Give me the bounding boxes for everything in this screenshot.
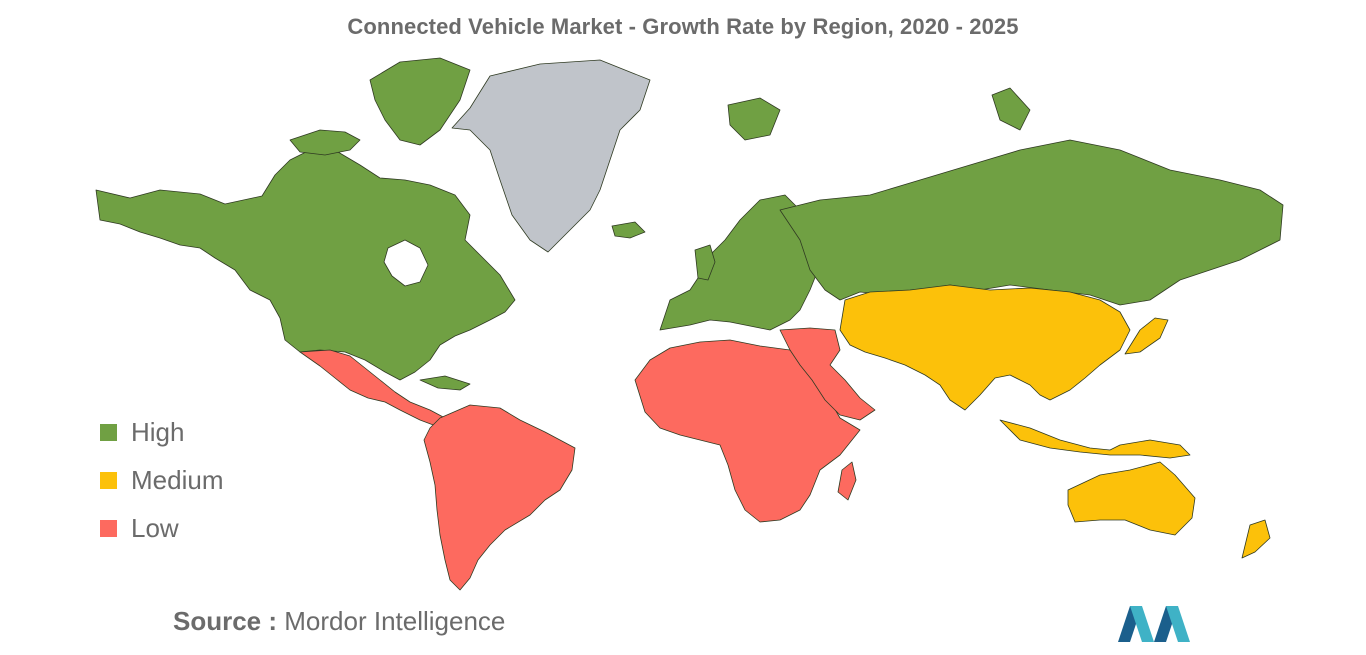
region-canada-arctic bbox=[369, 57, 471, 146]
region-uk bbox=[694, 244, 716, 281]
region-svalbard bbox=[727, 97, 781, 141]
source-credit: Source : Mordor Intelligence bbox=[173, 606, 505, 637]
region-greenland bbox=[451, 59, 651, 253]
legend: High Medium Low bbox=[100, 408, 223, 552]
source-text: Mordor Intelligence bbox=[284, 606, 506, 636]
region-iceland bbox=[611, 221, 646, 239]
legend-label-high: High bbox=[131, 416, 185, 447]
region-russia bbox=[779, 139, 1284, 306]
region-southeast-asia bbox=[999, 419, 1191, 459]
legend-swatch-low bbox=[100, 519, 117, 537]
legend-item-medium: Medium bbox=[100, 456, 223, 504]
legend-label-low: Low bbox=[131, 512, 179, 543]
source-label: Source : bbox=[173, 606, 278, 636]
region-canada-islands bbox=[289, 129, 361, 156]
chart-title: Connected Vehicle Market - Growth Rate b… bbox=[347, 14, 1019, 39]
legend-label-medium: Medium bbox=[131, 464, 224, 495]
legend-swatch-medium bbox=[100, 471, 117, 489]
region-south-america bbox=[423, 404, 576, 591]
region-novaya-zemlya bbox=[991, 87, 1031, 131]
mordor-intelligence-logo-icon bbox=[1118, 606, 1190, 642]
region-middle-east bbox=[779, 327, 876, 421]
region-japan bbox=[1124, 317, 1169, 355]
region-madagascar bbox=[837, 461, 857, 501]
region-north-america bbox=[95, 149, 516, 381]
region-hudson-bay-gap bbox=[383, 239, 429, 287]
region-new-zealand bbox=[1241, 519, 1271, 559]
legend-item-low: Low bbox=[100, 504, 223, 552]
legend-swatch-high bbox=[100, 423, 117, 441]
region-africa bbox=[634, 339, 861, 523]
legend-item-high: High bbox=[100, 408, 223, 456]
region-australia bbox=[1067, 461, 1196, 536]
region-cuba bbox=[419, 375, 471, 391]
region-asia bbox=[839, 284, 1131, 411]
